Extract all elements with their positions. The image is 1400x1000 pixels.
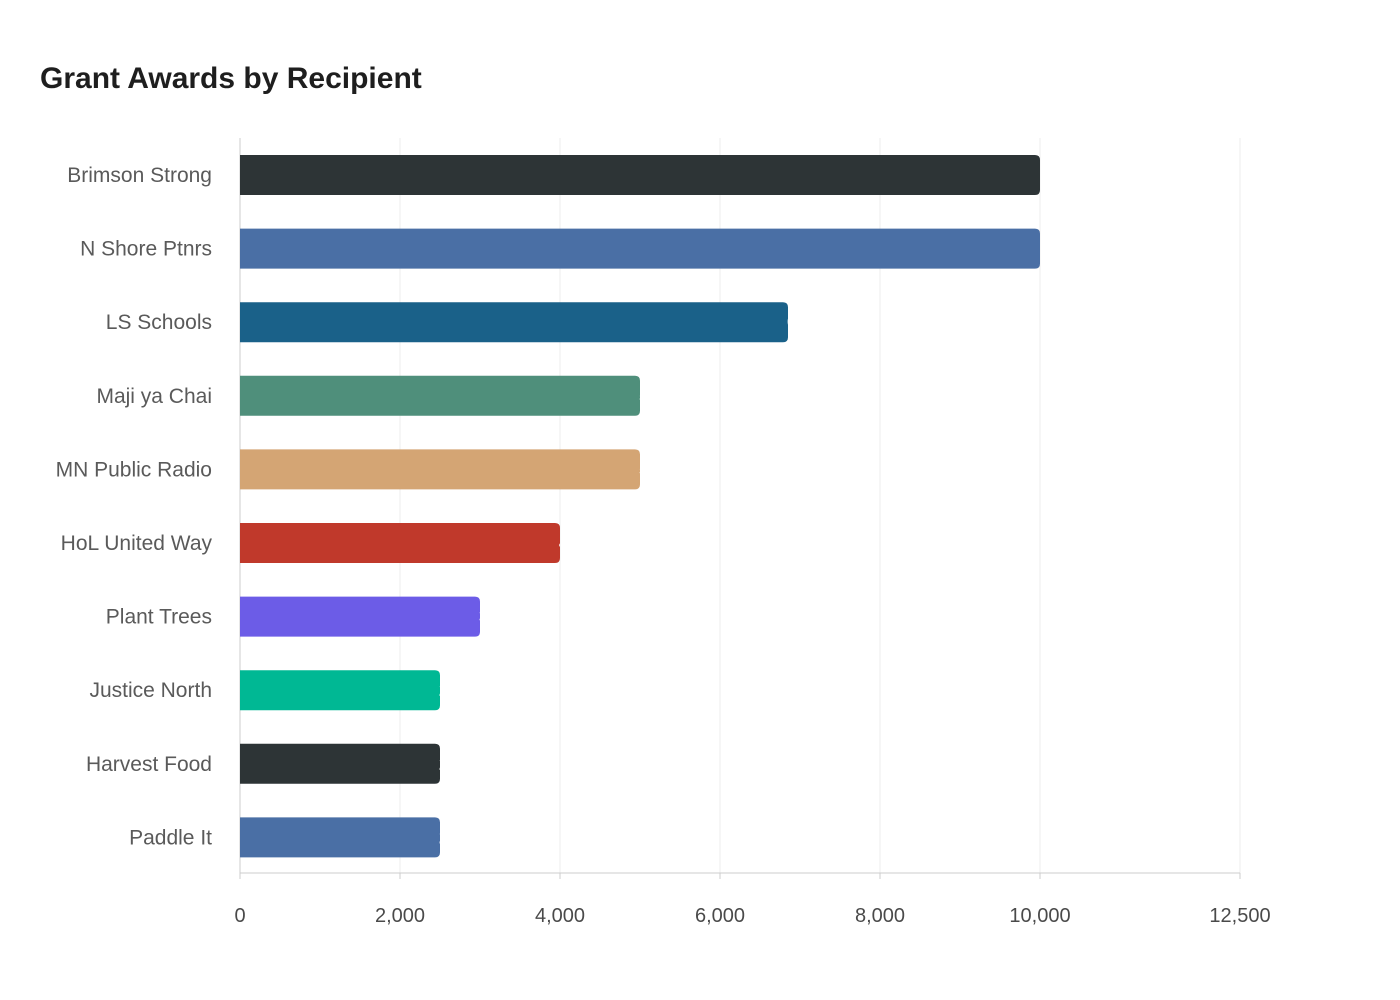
x-tick-label: 4,000 bbox=[535, 905, 585, 927]
category-label: Justice North bbox=[89, 679, 212, 702]
chart-title: Grant Awards by Recipient bbox=[40, 62, 422, 95]
category-label: Plant Trees bbox=[106, 606, 212, 629]
bar bbox=[240, 228, 1040, 269]
category-labels: Brimson Strong N Shore Ptnrs LS Schools Maj… bbox=[56, 164, 213, 849]
bar-value-label: 2 bbox=[439, 680, 449, 700]
bar bbox=[240, 375, 640, 416]
bar-value-label: 5 bbox=[639, 386, 649, 406]
bar-value-label: 2 bbox=[439, 827, 449, 847]
x-tick-label: 0 bbox=[234, 905, 245, 927]
x-tick-label: 12,500 bbox=[1209, 905, 1270, 927]
bar-value-label: 4 bbox=[559, 533, 569, 553]
bar-value-label: 3 bbox=[479, 607, 489, 627]
bar-value-label: 6 bbox=[787, 312, 797, 332]
bar-value-label: 5 bbox=[639, 459, 649, 479]
bars: 1 1 6 5 5 4 3 2 2 2 bbox=[240, 155, 1049, 858]
x-tick-label: 6,000 bbox=[695, 905, 745, 927]
bar-value-label: 1 bbox=[1039, 239, 1049, 259]
category-label: N Shore Ptnrs bbox=[80, 238, 212, 261]
bar bbox=[240, 155, 1040, 195]
bar bbox=[240, 302, 788, 343]
category-label: HoL United Way bbox=[61, 532, 213, 555]
bar bbox=[240, 670, 440, 711]
bar bbox=[240, 449, 640, 490]
bar bbox=[240, 523, 560, 563]
bar bbox=[240, 743, 440, 784]
category-label: MN Public Radio bbox=[56, 458, 212, 481]
bar-value-label: 2 bbox=[439, 754, 449, 774]
x-tick-labels: 0 2,000 4,000 6,000 8,000 10,000 12,500 bbox=[234, 905, 1270, 927]
x-tick-label: 8,000 bbox=[855, 905, 905, 927]
bar-value-label: 1 bbox=[1039, 165, 1049, 185]
category-label: Paddle It bbox=[129, 826, 212, 849]
bar bbox=[240, 817, 440, 858]
bar bbox=[240, 596, 480, 637]
x-tick-label: 10,000 bbox=[1009, 905, 1070, 927]
category-label: Maji ya Chai bbox=[96, 385, 212, 408]
category-label: Harvest Food bbox=[86, 753, 212, 776]
category-label: LS Schools bbox=[106, 311, 212, 334]
category-label: Brimson Strong bbox=[67, 164, 212, 187]
x-tick-label: 2,000 bbox=[375, 905, 425, 927]
